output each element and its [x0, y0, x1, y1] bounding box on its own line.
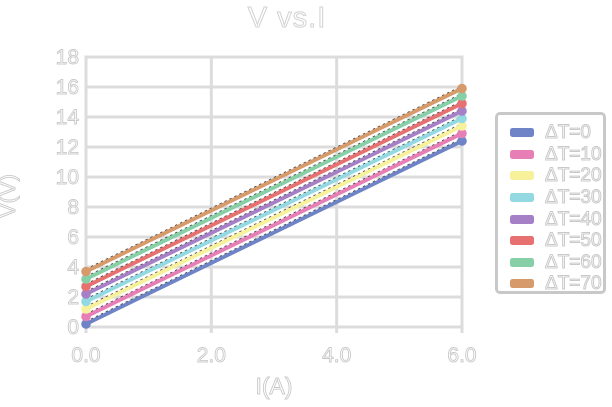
- y-tick-label-16: 16: [56, 76, 79, 99]
- legend-swatch-dt60: [510, 257, 534, 267]
- x-tick-label-4: 4.0: [322, 344, 351, 367]
- series-marker-dt20-p0: [81, 304, 91, 314]
- series-line-dt10: [85, 131, 463, 319]
- legend-label-dt60: ΔT=60: [545, 251, 603, 273]
- y-tick-label-6: 6: [67, 226, 79, 249]
- series-trendline-dt60: [85, 93, 463, 278]
- y-tick-label-18: 18: [56, 46, 79, 69]
- series-marker-dt40-p1: [457, 106, 467, 116]
- legend-item-dt10: ΔT=10: [510, 144, 603, 166]
- legend-swatch-dt30: [510, 193, 534, 203]
- chart-title: V vs.I: [247, 2, 327, 35]
- y-tick-label-12: 12: [56, 136, 79, 159]
- legend-label-dt0: ΔT=0: [545, 122, 592, 144]
- legend-swatch-dt0: [510, 128, 534, 138]
- series-line-dt50: [85, 101, 463, 289]
- series-trendline-dt10: [85, 130, 463, 315]
- x-tick-label-0: 0.0: [71, 344, 100, 367]
- x-tick-label-2: 2.0: [197, 344, 226, 367]
- series-line-dt30: [85, 116, 463, 304]
- legend-label-dt70: ΔT=70: [545, 273, 603, 295]
- legend-label-dt30: ΔT=30: [545, 187, 603, 209]
- series-marker-dt70-p1: [457, 83, 467, 94]
- series-trendline-dt20: [85, 123, 463, 308]
- series-trendline-dt70: [85, 85, 463, 270]
- y-tick-label-0: 0: [67, 316, 79, 339]
- series-marker-dt30-p0: [81, 296, 91, 307]
- series-line-dt40: [85, 109, 463, 296]
- series-marker-dt50-p1: [457, 98, 467, 109]
- series-line-dt60: [85, 94, 463, 281]
- legend-item-dt0: ΔT=0: [510, 122, 603, 144]
- y-tick-label-4: 4: [67, 256, 79, 279]
- series-marker-dt40-p0: [81, 289, 91, 299]
- legend-swatch-dt20: [510, 171, 534, 181]
- legend-item-dt30: ΔT=30: [510, 187, 603, 209]
- legend-label-dt10: ΔT=10: [545, 143, 603, 165]
- series-marker-dt0-p0: [81, 319, 91, 329]
- series-marker-dt60-p1: [457, 91, 467, 101]
- legend-item-dt20: ΔT=20: [510, 165, 603, 187]
- legend: ΔT=0 ΔT=10 ΔT=20 ΔT=30 ΔT=40 ΔT=50 ΔT=60 ΔT=70: [495, 112, 606, 294]
- legend-item-dt40: ΔT=40: [510, 208, 603, 230]
- y-axis-label: V(V): [0, 174, 20, 218]
- series-line-dt0: [85, 139, 463, 326]
- legend-swatch-dt40: [510, 214, 534, 224]
- series-marker-dt60-p0: [81, 274, 91, 284]
- series-line-dt20: [85, 124, 463, 311]
- y-tick-label-2: 2: [67, 286, 79, 309]
- y-tick-label-14: 14: [56, 106, 80, 129]
- y-tick-label-8: 8: [67, 196, 79, 219]
- series-marker-dt10-p1: [457, 128, 467, 139]
- legend-swatch-dt70: [510, 279, 534, 289]
- series-trendline-dt30: [85, 115, 463, 300]
- series-trendline-dt40: [85, 108, 463, 293]
- series-marker-dt30-p1: [457, 113, 467, 124]
- series-marker-dt70-p0: [81, 266, 91, 277]
- legend-label-dt40: ΔT=40: [545, 208, 603, 230]
- legend-item-dt50: ΔT=50: [510, 230, 603, 252]
- series-line-dt70: [85, 86, 463, 274]
- legend-swatch-dt50: [510, 236, 534, 246]
- legend-item-dt60: ΔT=60: [510, 252, 603, 274]
- plot-frame: [84, 55, 464, 329]
- legend-swatch-dt10: [510, 149, 534, 159]
- legend-label-dt50: ΔT=50: [545, 230, 603, 252]
- series-marker-dt20-p1: [457, 121, 467, 131]
- series-trendline-dt0: [85, 138, 463, 323]
- legend-item-dt70: ΔT=70: [510, 273, 603, 295]
- legend-label-dt20: ΔT=20: [545, 165, 603, 187]
- y-tick-label-10: 10: [56, 166, 79, 189]
- series-marker-dt0-p1: [457, 136, 467, 146]
- series-trendline-dt50: [85, 100, 463, 285]
- series-marker-dt10-p0: [81, 311, 91, 322]
- series-marker-dt50-p0: [81, 281, 91, 292]
- x-tick-label-6: 6.0: [447, 344, 476, 367]
- x-axis-label: I(A): [255, 373, 292, 399]
